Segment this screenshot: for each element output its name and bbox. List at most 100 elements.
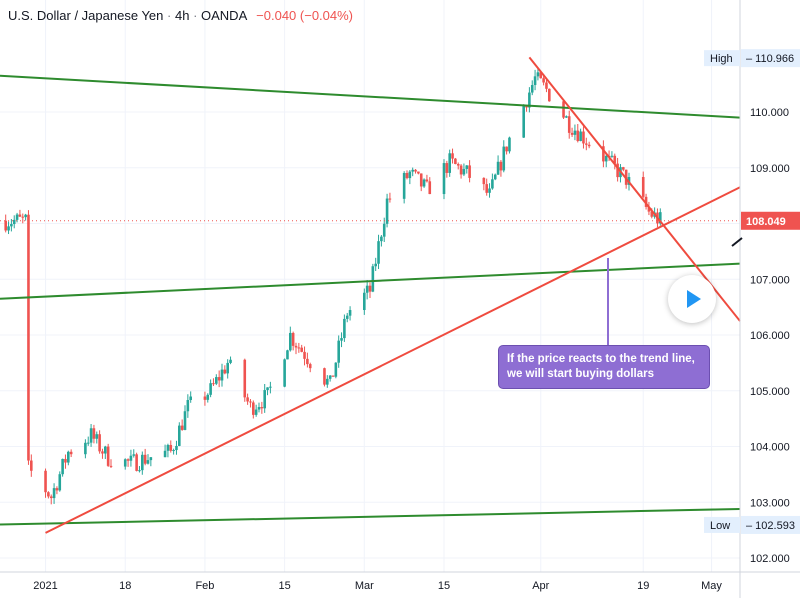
candle-body [382,223,386,237]
candle-body [15,214,19,220]
candle-body [246,397,249,402]
candle-body [371,266,375,292]
interval-label[interactable]: 4h [174,8,190,23]
candle-body [465,165,469,169]
arrow-marker [731,237,743,247]
y-tick-label: 102.000 [750,553,790,565]
price-badges: High – 110.966 Low – 102.593 108.049 [704,49,800,534]
candle-body [502,146,506,171]
y-tick-label: 109.000 [750,163,790,175]
candle-body [69,451,73,455]
candle-body [567,116,571,133]
x-tick-label: Apr [532,580,549,592]
candle-body [348,310,352,316]
candle-body [616,163,619,178]
y-tick-label: 103.000 [750,497,790,509]
candle-body [263,390,266,409]
y-tick-label: 106.000 [750,330,790,342]
x-tick-label: Feb [195,580,214,592]
candle-body [18,214,22,217]
candle-body [138,470,141,472]
candle-body [132,454,136,456]
candle-body [141,454,144,471]
candle-body [587,144,591,147]
candle-body [582,131,585,144]
candle-body [422,179,426,187]
candle-body [328,375,332,379]
candle-body [58,474,62,491]
price-change: −0.040 (−0.04%) [256,8,354,23]
candle-body [539,72,543,79]
x-tick-label: 19 [637,580,649,592]
play-button[interactable] [668,275,716,323]
candle-body [331,375,335,377]
candle-body [374,263,377,267]
candle-body [175,445,178,451]
candle-body [243,359,247,398]
candle-body [525,105,528,108]
candle-body [86,442,90,444]
candle-body [456,163,460,166]
candle-body [565,116,568,118]
red-trend-line [45,186,741,534]
candle-body [84,442,87,455]
candle-body [223,369,227,374]
low-value: – 102.593 [746,520,795,532]
candle-body [189,396,192,400]
candle-body [602,146,605,162]
candle-body [129,455,133,461]
candle-body [123,459,127,467]
candle-body [95,434,99,439]
candle-body [343,318,346,339]
red-trend-line [528,56,741,322]
candle-body [297,347,301,349]
candle-body [334,362,338,377]
candle-body [163,450,167,458]
candle-body [52,488,56,499]
candle-body [442,163,446,195]
candle-body [579,131,582,142]
play-icon [687,290,701,308]
green-trend-line [0,507,741,526]
candle-body [647,206,651,212]
candle-body [454,158,457,164]
candle-body [4,220,7,231]
y-tick-label: 110.000 [750,107,789,119]
candle-body [468,165,471,178]
candle-body [462,168,466,175]
candle-body [451,153,454,159]
candle-body [545,82,548,89]
candle-body [530,85,534,93]
candle-body [604,155,608,162]
candle-body [12,219,16,225]
candle-body [622,167,625,170]
candle-body [405,173,409,179]
green-trend-line [0,74,741,119]
annotation-callout[interactable]: If the price reacts to the trend line, w… [498,345,710,389]
candle-body [326,378,329,385]
candle-body [337,340,340,363]
candle-body [303,351,306,359]
candle-body [7,226,10,231]
candle-body [143,454,147,464]
candle-body [499,161,503,171]
candle-body [30,460,33,471]
candle-body [146,460,150,464]
candle-body [21,216,25,218]
candle-body [266,387,269,391]
x-tick-label: 15 [438,580,450,592]
x-tick-label: May [701,580,722,592]
candle-body [289,332,292,351]
candle-body [508,137,511,152]
candle-body [104,446,107,454]
symbol-name[interactable]: U.S. Dollar / Japanese Yen [8,8,164,23]
candle-body [536,72,540,77]
low-badge [741,515,800,534]
candle-body [306,358,309,365]
x-tick-label: 15 [278,580,290,592]
candle-body [249,401,252,403]
candle-body [488,188,491,193]
candle-body [180,425,184,430]
candle-body [92,428,96,439]
